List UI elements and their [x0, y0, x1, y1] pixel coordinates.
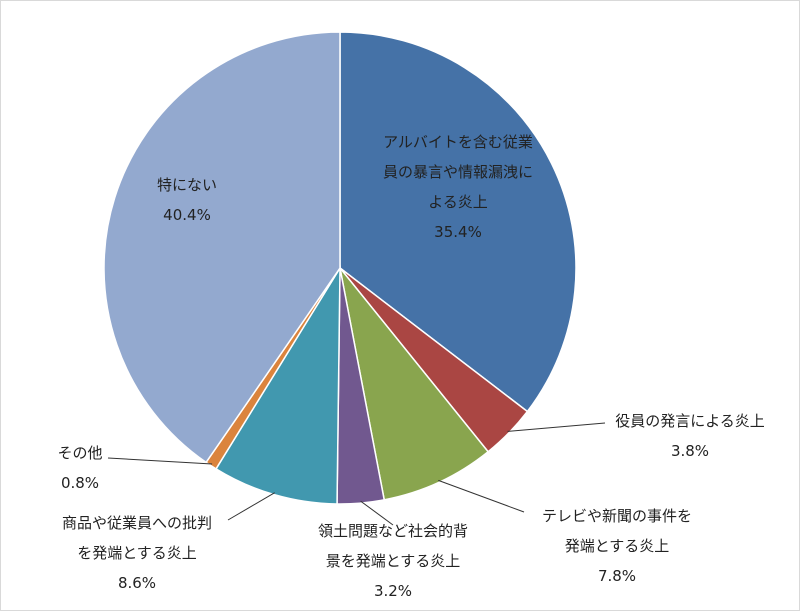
leader-line-5 [107, 457, 213, 465]
slice-value-label-0: 35.4% [434, 223, 482, 241]
slice-category-label-3: 領土問題など社会的背 [318, 522, 468, 540]
leader-line-3 [360, 500, 394, 526]
leader-line-1 [507, 422, 606, 432]
slice-category-label-0: よる炎上 [428, 193, 488, 211]
pie-slice-4 [215, 265, 341, 505]
slice-value-label-2: 7.8% [598, 567, 636, 585]
slice-category-label-4: を発端とする炎上 [77, 544, 197, 562]
slice-category-label-2: テレビや新聞の事件を [542, 507, 692, 525]
slice-category-label-4: 商品や従業員への批判 [62, 514, 212, 532]
pie-slices [103, 31, 577, 505]
slice-category-label-0: アルバイトを含む従業 [383, 133, 533, 151]
slice-value-label-1: 3.8% [671, 442, 709, 460]
pie-slice-2 [339, 267, 490, 501]
leader-lines [107, 422, 606, 526]
slice-category-label-6: 特にない [157, 176, 217, 194]
slice-value-label-3: 3.2% [374, 582, 412, 600]
slice-category-label-0: 員の暴言や情報漏洩に [383, 163, 533, 181]
leader-line-2 [438, 479, 525, 513]
pie-slice-0 [339, 31, 577, 413]
slice-value-label-4: 8.6% [118, 574, 156, 592]
slice-category-label-2: 発端とする炎上 [565, 537, 670, 555]
slice-value-label-6: 40.4% [163, 206, 211, 224]
slice-category-label-5: その他 [57, 444, 102, 462]
slice-value-label-5: 0.8% [61, 474, 99, 492]
slice-category-label-3: 景を発端とする炎上 [326, 552, 461, 570]
leader-line-4 [227, 492, 275, 521]
pie-slice-6 [103, 31, 341, 464]
slice-category-label-1: 役員の発言による炎上 [615, 412, 765, 430]
